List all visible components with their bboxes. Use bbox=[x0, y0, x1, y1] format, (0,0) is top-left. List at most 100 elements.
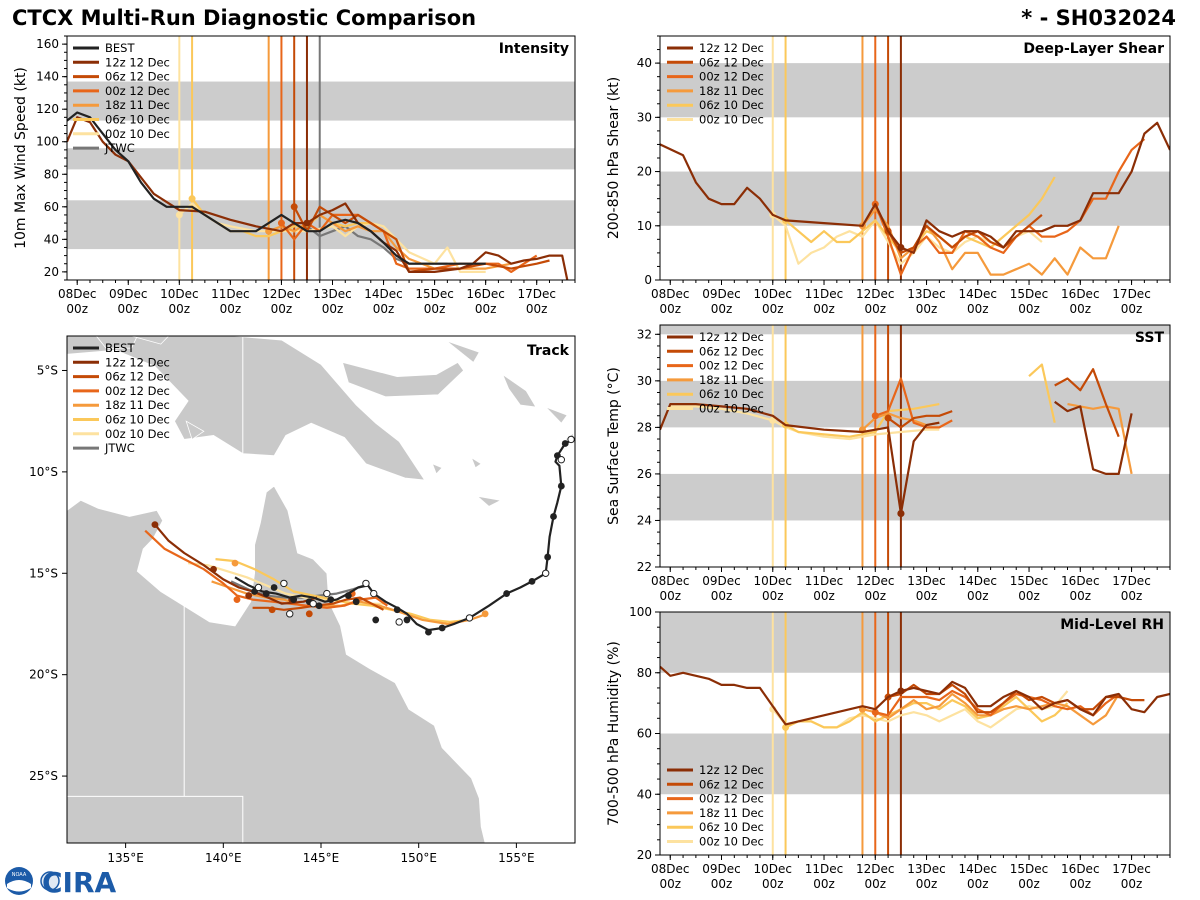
track-point-best bbox=[344, 592, 352, 599]
intensity-series-06z-12-dec bbox=[293, 205, 550, 273]
shear-xtick-day: 12Dec bbox=[856, 287, 895, 301]
track-point-best bbox=[561, 440, 569, 447]
rh-legend-label-12z-12-dec: 12z 12 Dec bbox=[699, 763, 764, 777]
shear-xtick-day: 11Dec bbox=[805, 287, 844, 301]
rh-xtick-day: 17Dec bbox=[1112, 862, 1151, 876]
shear-ytick-label: 30 bbox=[637, 110, 652, 124]
intensity-xtick-day: 10Dec bbox=[160, 287, 199, 301]
shear-legend-label-00z-12-dec: 00z 12 Dec bbox=[699, 70, 764, 84]
track-ytick-label: 15°S bbox=[29, 566, 58, 580]
sst-ylabel: Sea Surface Temp (°C) bbox=[606, 367, 622, 525]
track-legend-label-jtwc: JTWC bbox=[104, 441, 135, 455]
rh-xtick-hour: 00z bbox=[916, 877, 938, 891]
intensity-xtick-hour: 00z bbox=[66, 302, 88, 316]
sst-ytick-label: 24 bbox=[637, 513, 652, 527]
track-point-best bbox=[372, 616, 380, 624]
rh-legend-label-18z-11-dec: 18z 11 Dec bbox=[699, 806, 764, 820]
track-point-best bbox=[270, 584, 278, 591]
shear-ylabel: 200-850 hPa Shear (kt) bbox=[606, 77, 622, 239]
track-point-best bbox=[557, 482, 565, 490]
track-point-best bbox=[503, 590, 511, 597]
track-point-best bbox=[550, 513, 557, 520]
track-legend-label-06z-12-dec: 06z 12 Dec bbox=[105, 370, 170, 384]
shear-ytick-label: 0 bbox=[644, 273, 652, 287]
land-new-guinea bbox=[67, 336, 426, 481]
track-point-best bbox=[352, 598, 360, 606]
rh-xtick-hour: 00z bbox=[1070, 877, 1092, 891]
sst-xtick-hour: 00z bbox=[813, 589, 835, 603]
sst-init-dot-00z-10-dec bbox=[769, 416, 777, 424]
rh-init-dot-00z-12-dec bbox=[871, 708, 879, 716]
sst-xtick-day: 17Dec bbox=[1112, 574, 1151, 588]
rh-xtick-day: 12Dec bbox=[856, 862, 895, 876]
rh-xtick-hour: 00z bbox=[762, 877, 784, 891]
land-islands-north-2 bbox=[131, 336, 170, 345]
intensity-legend-label-jtwc: JTWC bbox=[104, 141, 135, 155]
intensity-xtick-day: 13Dec bbox=[313, 287, 352, 301]
rh-series-06z-10-dec bbox=[785, 695, 1069, 729]
rh-init-dot-06z-10-dec bbox=[782, 723, 790, 731]
intensity-init-dot-06z-12-dec bbox=[290, 203, 298, 211]
rh-xtick-day: 08Dec bbox=[651, 862, 690, 876]
shear-legend-label-18z-11-dec: 18z 11 Dec bbox=[699, 84, 764, 98]
chart-shear: 01020304008Dec00z09Dec00z10Dec00z11Dec00… bbox=[606, 35, 1171, 316]
track-point-best bbox=[315, 602, 323, 610]
chart-rh: 2040608010008Dec00z09Dec00z10Dec00z11Dec… bbox=[606, 605, 1171, 891]
track-point-best bbox=[393, 606, 401, 614]
sst-band-1 bbox=[660, 380, 1170, 428]
cira-text: CIRA bbox=[42, 866, 116, 898]
sst-legend-label-00z-10-dec: 00z 10 Dec bbox=[699, 402, 764, 416]
intensity-xtick-day: 08Dec bbox=[58, 287, 97, 301]
intensity-init-dot-00z-10-dec bbox=[175, 211, 183, 219]
rh-legend-label-00z-10-dec: 00z 10 Dec bbox=[699, 835, 764, 849]
track-ytick-label: 5°S bbox=[37, 363, 58, 377]
track-point-open-best bbox=[254, 583, 263, 592]
intensity-legend-label-best: BEST bbox=[105, 41, 135, 55]
track-point-best bbox=[544, 553, 552, 561]
shear-panel-title: Deep-Layer Shear bbox=[1023, 41, 1164, 57]
shear-xtick-day: 15Dec bbox=[1010, 287, 1049, 301]
rh-xtick-day: 10Dec bbox=[754, 862, 793, 876]
shear-series-06z-12-dec bbox=[887, 214, 1043, 254]
rh-xtick-day: 16Dec bbox=[1061, 862, 1100, 876]
shear-ytick-label: 20 bbox=[637, 165, 652, 179]
shear-legend-label-06z-12-dec: 06z 12 Dec bbox=[699, 55, 764, 69]
track-point-best bbox=[528, 577, 536, 585]
track-point-12z-12-dec bbox=[151, 521, 159, 529]
track-xtick-label: 155°E bbox=[498, 851, 535, 865]
intensity-xtick-day: 15Dec bbox=[415, 287, 454, 301]
rh-xtick-hour: 00z bbox=[711, 877, 733, 891]
sst-band-2 bbox=[660, 325, 1170, 335]
sst-ytick-label: 22 bbox=[637, 560, 652, 574]
track-xtick-label: 145°E bbox=[303, 851, 340, 865]
intensity-band-1 bbox=[67, 148, 575, 170]
shear-series-18z-11-dec bbox=[861, 208, 1120, 276]
sst-ytick-label: 26 bbox=[637, 467, 652, 481]
shear-xtick-hour: 00z bbox=[967, 302, 989, 316]
sst-xtick-hour: 00z bbox=[1018, 589, 1040, 603]
intensity-legend-label-12z-12-dec: 12z 12 Dec bbox=[105, 55, 170, 69]
shear-xtick-day: 16Dec bbox=[1061, 287, 1100, 301]
sst-xtick-hour: 00z bbox=[916, 589, 938, 603]
intensity-legend-label-06z-10-dec: 06z 10 Dec bbox=[105, 113, 170, 127]
rh-legend-label-06z-12-dec: 06z 12 Dec bbox=[699, 777, 764, 791]
sst-legend-label-12z-12-dec: 12z 12 Dec bbox=[699, 330, 764, 344]
intensity-xtick-day: 11Dec bbox=[211, 287, 250, 301]
shear-legend-label-06z-10-dec: 06z 10 Dec bbox=[699, 98, 764, 112]
shear-xtick-day: 13Dec bbox=[907, 287, 946, 301]
track-point-open-best bbox=[465, 614, 474, 622]
intensity-ytick-label: 40 bbox=[44, 232, 59, 246]
track-line-12z-12-dec bbox=[154, 523, 318, 605]
track-point-open-best bbox=[362, 579, 370, 588]
rh-xtick-hour: 00z bbox=[813, 877, 835, 891]
sst-init-dot-00z-12-dec bbox=[871, 412, 879, 420]
sst-xtick-hour: 00z bbox=[1121, 589, 1143, 603]
intensity-xtick-hour: 00z bbox=[424, 302, 446, 316]
sst-xtick-hour: 00z bbox=[711, 589, 733, 603]
track-point-best bbox=[425, 628, 432, 636]
track-point-best bbox=[403, 616, 411, 624]
intensity-ytick-label: 160 bbox=[36, 37, 59, 51]
page-title: CTCX Multi-Run Diagnostic Comparison bbox=[12, 6, 477, 30]
rh-xtick-hour: 00z bbox=[659, 877, 681, 891]
